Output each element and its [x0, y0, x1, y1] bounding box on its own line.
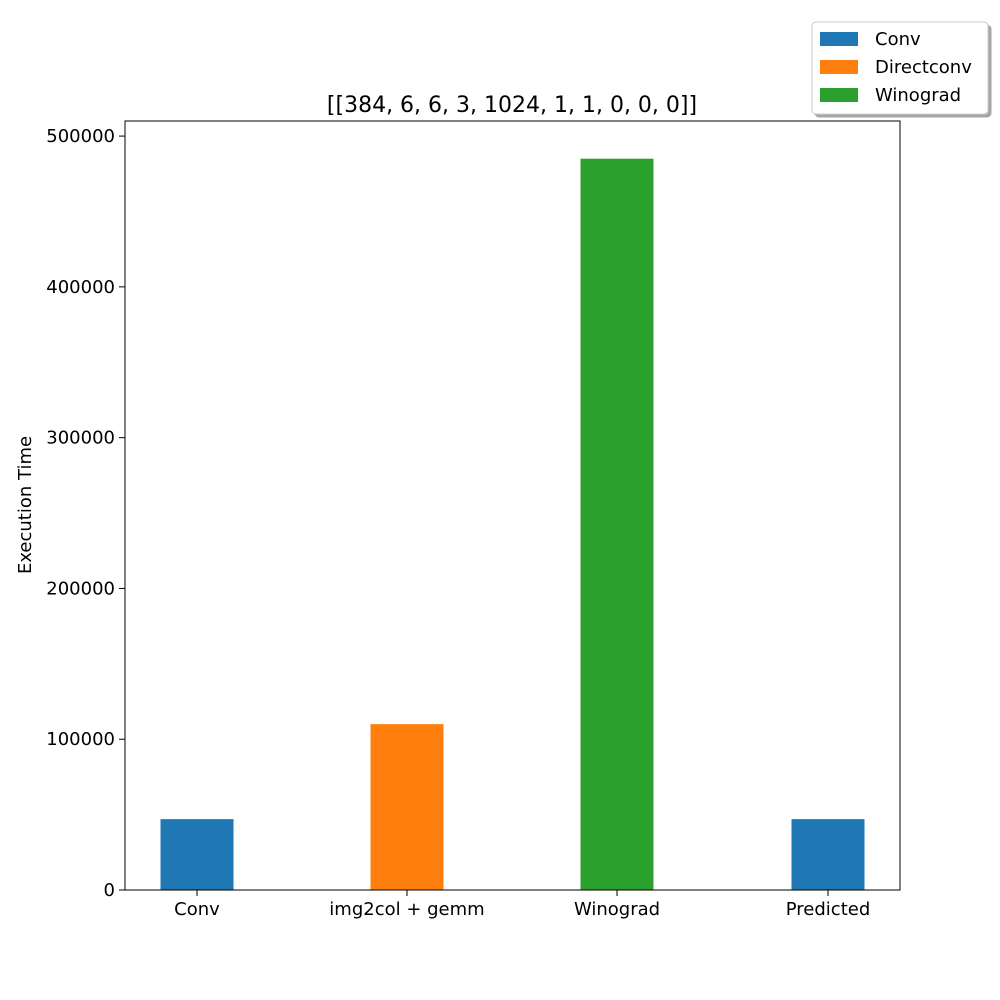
y-tick-label: 100000: [46, 729, 115, 750]
x-tick-label: Winograd: [574, 899, 660, 920]
legend-label: Conv: [875, 29, 921, 50]
x-tick-label: Predicted: [786, 899, 871, 920]
legend-label: Winograd: [875, 85, 961, 106]
y-tick-label: 300000: [46, 428, 115, 449]
y-tick-label: 200000: [46, 578, 115, 599]
legend-swatch: [820, 88, 858, 102]
bar-predicted: [791, 819, 865, 890]
bar-winograd: [580, 158, 654, 891]
legend-label: Directconv: [875, 57, 972, 78]
y-tick-label: 500000: [46, 126, 115, 147]
y-tick-label: 0: [104, 880, 115, 901]
legend-swatch: [820, 32, 858, 46]
bar-conv: [160, 819, 234, 890]
y-tick-label: 400000: [46, 277, 115, 298]
plot-frame: [124, 120, 901, 891]
y-axis: 0 100000 200000 300000 400000 500000: [46, 126, 125, 901]
legend: Conv Directconv Winograd: [811, 21, 989, 115]
x-tick-label: Conv: [174, 899, 220, 920]
legend-swatch: [820, 60, 858, 74]
bars-group: [160, 158, 865, 891]
y-axis-label: Execution Time: [15, 436, 36, 574]
chart-title: [[384, 6, 6, 3, 1024, 1, 1, 0, 0, 0]]: [327, 93, 697, 118]
x-axis: Conv img2col + gemm Winograd Predicted: [174, 890, 870, 920]
bar-img2col-gemm: [370, 724, 444, 890]
x-tick-label: img2col + gemm: [329, 899, 484, 920]
